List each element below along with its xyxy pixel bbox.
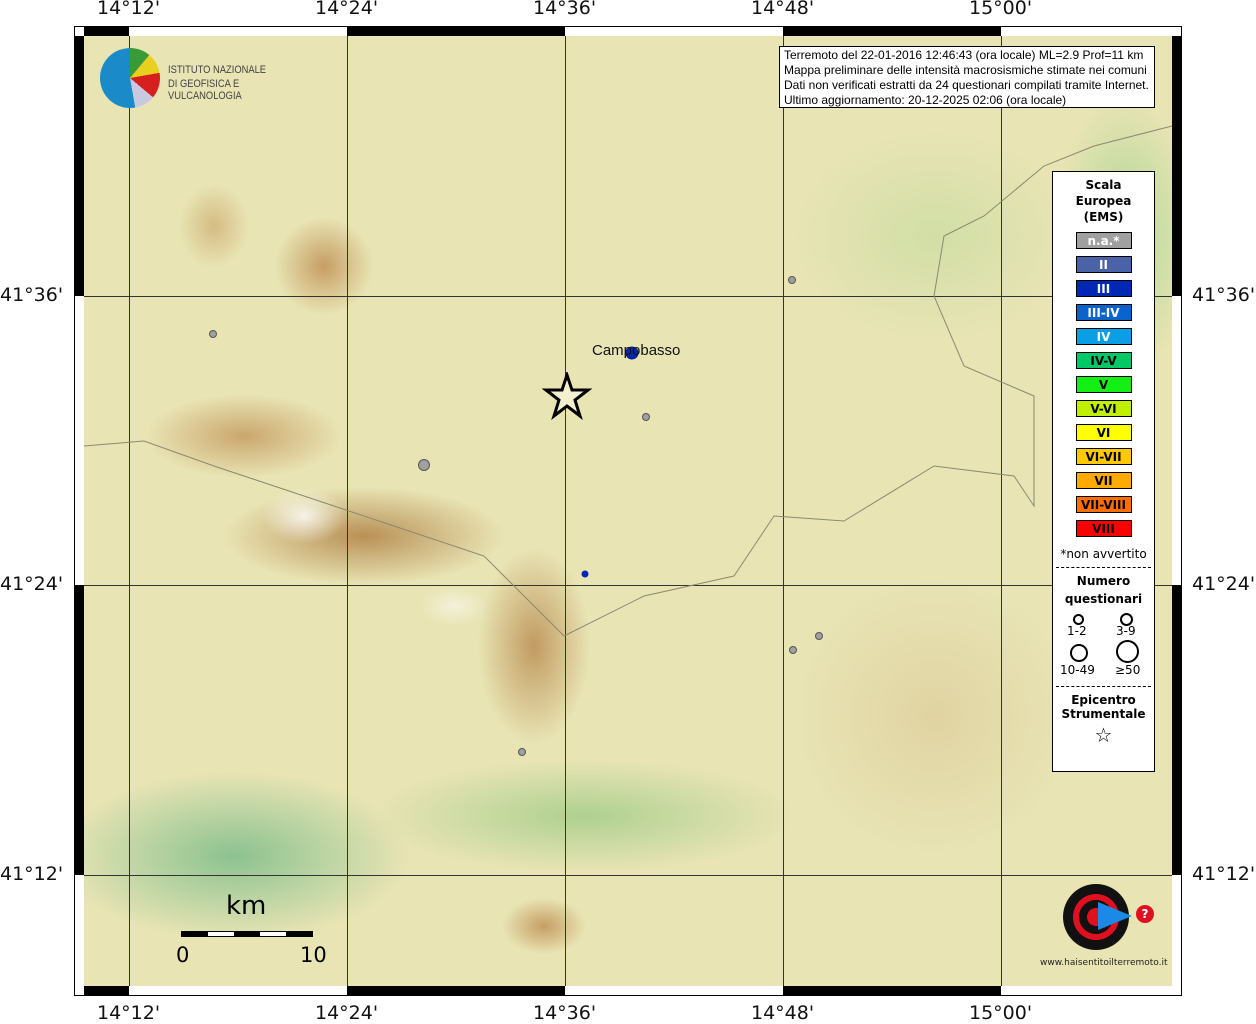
hsit-logo[interactable]: ? www.haisentitoilterremoto.it (1040, 862, 1168, 972)
size-3-9-icon (1120, 613, 1133, 626)
ems-class-vi: VI (1075, 424, 1132, 441)
intensity-point-campobasso[interactable] (625, 346, 639, 360)
ems-class-iv-v: IV-V (1075, 352, 1132, 369)
ingv-logo: ISTITUTO NAZIONALE DI GEOFISICA E VULCAN… (100, 48, 320, 110)
intensity-point[interactable] (815, 632, 823, 640)
ems-class-v-vi: V-VI (1075, 400, 1132, 417)
legend: Scala Europea (EMS) n.a.* II III III-IV IV IV-V… (1052, 171, 1155, 772)
ems-class-na: n.a.* (1075, 232, 1132, 249)
intensity-point[interactable] (789, 646, 797, 654)
ems-scale: n.a.* II III III-IV IV IV-V V V-VI VI VI-VII VII VI… (1053, 232, 1154, 537)
intensity-point[interactable] (581, 570, 589, 578)
event-info-box: Terremoto del 22-01-2016 12:46:43 (ora l… (779, 46, 1155, 108)
ems-class-vii-viii: VII-VIII (1075, 496, 1132, 513)
region-border (84, 125, 1172, 637)
ems-class-v: V (1075, 376, 1132, 393)
ems-class-vii: VII (1075, 472, 1132, 489)
size-50-icon (1116, 640, 1139, 663)
intensity-point[interactable] (418, 459, 430, 471)
epicenter-star-icon[interactable] (542, 372, 592, 420)
ems-class-iv: IV (1075, 328, 1132, 345)
ems-class-viii: VIII (1075, 520, 1132, 537)
intensity-point[interactable] (642, 413, 650, 421)
terrain-map[interactable]: Campobasso ISTITUTO NAZIONALE DI GEOFISI… (84, 36, 1172, 986)
size-1-2-icon (1073, 614, 1084, 625)
globe-icon (100, 48, 160, 108)
ems-class-vi-vii: VI-VII (1075, 448, 1132, 465)
intensity-point[interactable] (209, 330, 217, 338)
ems-class-iii: III (1075, 280, 1132, 297)
size-10-49-icon (1070, 644, 1088, 662)
intensity-point[interactable] (788, 276, 796, 284)
city-label: Campobasso (592, 342, 681, 359)
ems-class-ii: II (1075, 256, 1132, 273)
ems-class-iii-iv: III-IV (1075, 304, 1132, 321)
scale-bar: km 0 10 (176, 891, 327, 967)
epicenter-legend-star-icon: ☆ (1094, 723, 1113, 747)
intensity-point[interactable] (518, 748, 526, 756)
